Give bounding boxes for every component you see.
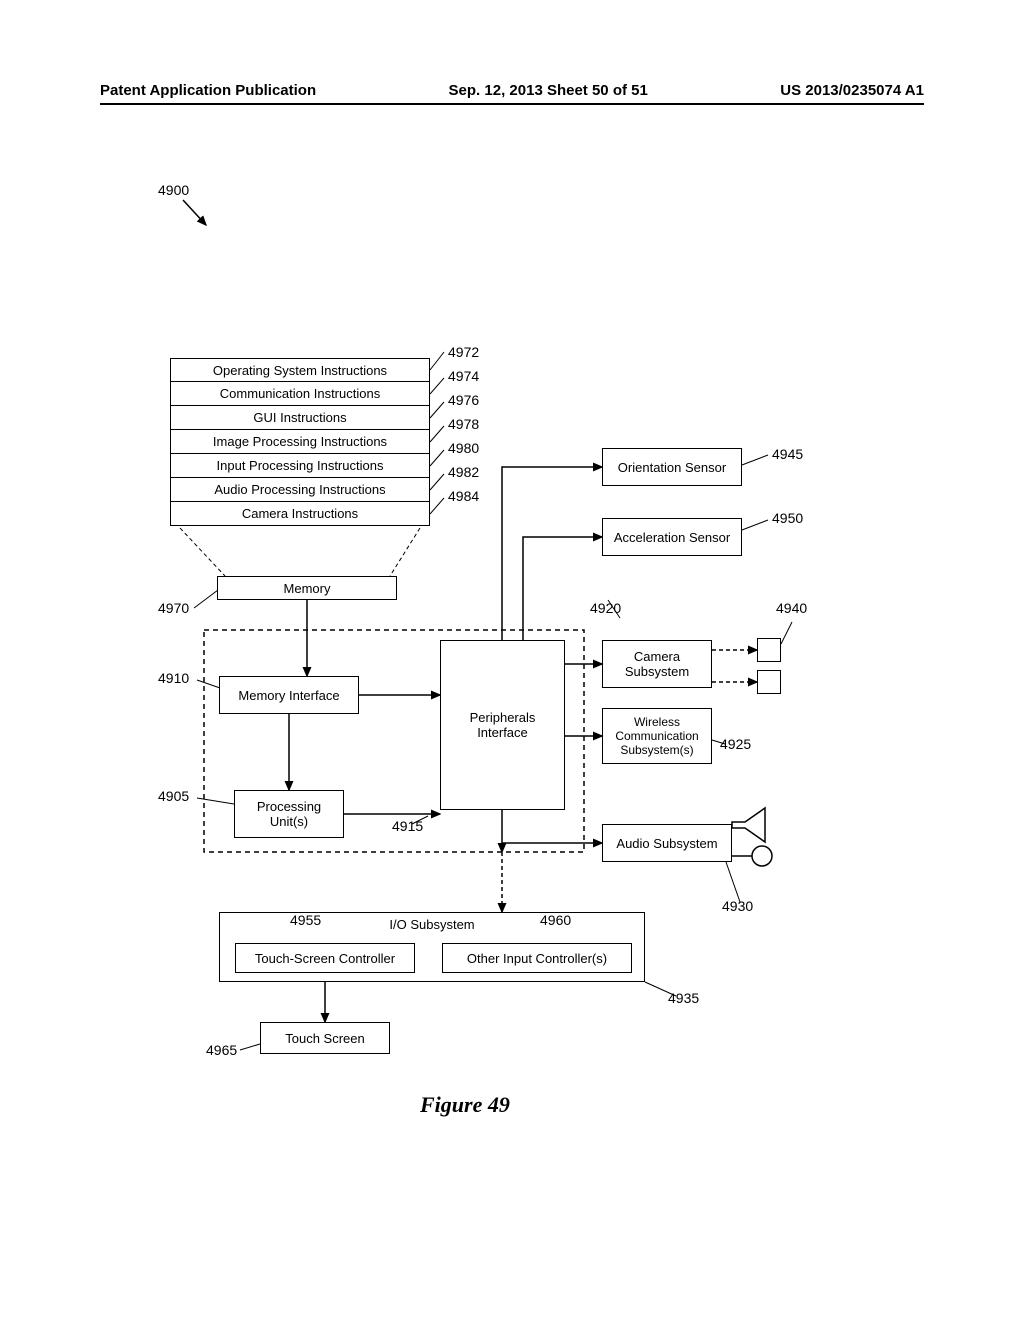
touch-screen-label: Touch Screen [285, 1031, 365, 1046]
instruction-ref: 4972 [448, 344, 479, 360]
instruction-row: GUI Instructions [170, 406, 430, 430]
ref-4950: 4950 [772, 510, 803, 526]
processing-units-box: Processing Unit(s) [234, 790, 344, 838]
camera-subsystem-label: Camera Subsystem [625, 649, 689, 679]
ref-4960: 4960 [540, 912, 571, 928]
ref-4910: 4910 [158, 670, 189, 686]
instruction-row: Communication Instructions [170, 382, 430, 406]
ref-4915: 4915 [392, 818, 423, 834]
ref-4955: 4955 [290, 912, 321, 928]
touch-controller-box: Touch-Screen Controller [235, 943, 415, 973]
instruction-ref: 4978 [448, 416, 479, 432]
instruction-row: Audio Processing Instructions [170, 478, 430, 502]
ref-4965: 4965 [206, 1042, 237, 1058]
ref-4970: 4970 [158, 600, 189, 616]
instruction-ref: 4982 [448, 464, 479, 480]
ref-4945: 4945 [772, 446, 803, 462]
instruction-row: Camera Instructions [170, 502, 430, 526]
peripherals-interface-box: Peripherals Interface [440, 640, 565, 810]
instruction-row: Input Processing Instructions [170, 454, 430, 478]
peripherals-interface-label: Peripherals Interface [470, 710, 536, 740]
diagram-container: 4900 [0, 0, 1024, 1320]
ref-4935: 4935 [668, 990, 699, 1006]
orientation-sensor-box: Orientation Sensor [602, 448, 742, 486]
ref-4905: 4905 [158, 788, 189, 804]
instruction-ref: 4976 [448, 392, 479, 408]
instruction-row: Image Processing Instructions [170, 430, 430, 454]
wireless-box: Wireless Communication Subsystem(s) [602, 708, 712, 764]
other-input-box: Other Input Controller(s) [442, 943, 632, 973]
memory-interface-box: Memory Interface [219, 676, 359, 714]
audio-subsystem-label: Audio Subsystem [616, 836, 717, 851]
orientation-sensor-label: Orientation Sensor [618, 460, 726, 475]
ref-4930: 4930 [722, 898, 753, 914]
figure-title: Figure 49 [420, 1092, 510, 1118]
instruction-ref: 4984 [448, 488, 479, 504]
camera-subsystem-box: Camera Subsystem [602, 640, 712, 688]
acceleration-sensor-box: Acceleration Sensor [602, 518, 742, 556]
io-subsystem-label: I/O Subsystem [220, 917, 644, 932]
instruction-ref: 4974 [448, 368, 479, 384]
touch-controller-label: Touch-Screen Controller [255, 951, 395, 966]
instruction-row: Operating System Instructions [170, 358, 430, 382]
memory-box: Memory [217, 576, 397, 600]
wireless-label: Wireless Communication Subsystem(s) [615, 715, 698, 757]
acceleration-sensor-label: Acceleration Sensor [614, 530, 730, 545]
memory-interface-label: Memory Interface [238, 688, 339, 703]
ref-4925: 4925 [720, 736, 751, 752]
camera-output-2 [757, 670, 781, 694]
touch-screen-box: Touch Screen [260, 1022, 390, 1054]
audio-subsystem-box: Audio Subsystem [602, 824, 732, 862]
ref-4940: 4940 [776, 600, 807, 616]
other-input-label: Other Input Controller(s) [467, 951, 607, 966]
processing-units-label: Processing Unit(s) [257, 799, 321, 829]
memory-label: Memory [284, 581, 331, 596]
camera-output-1 [757, 638, 781, 662]
instruction-ref: 4980 [448, 440, 479, 456]
ref-4920: 4920 [590, 600, 621, 616]
